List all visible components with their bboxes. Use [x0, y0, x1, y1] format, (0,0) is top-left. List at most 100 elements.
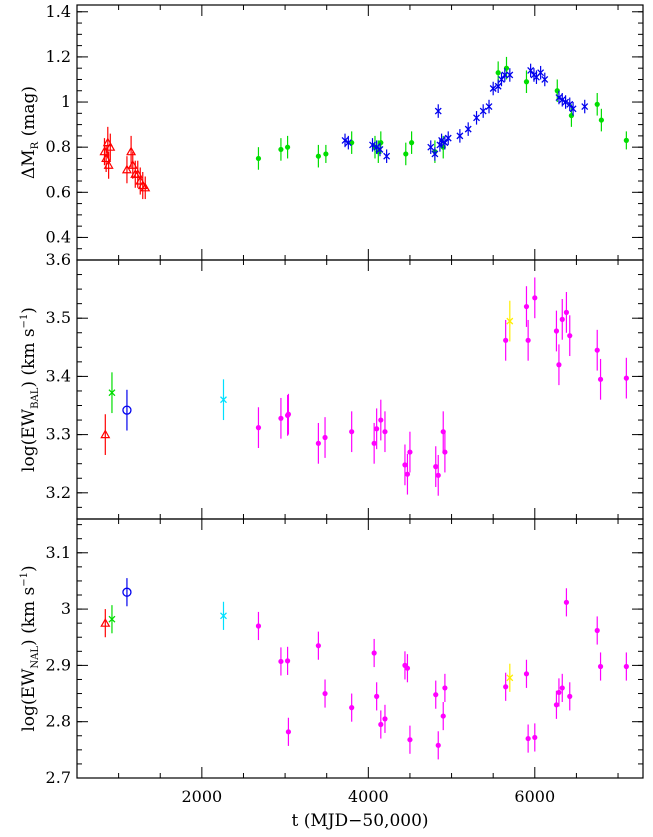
dot-marker: [255, 623, 262, 629]
y-axis-label: log(EWBAL) (km s−1): [19, 307, 41, 472]
cross-marker: [555, 94, 563, 101]
cross-marker: [506, 71, 514, 79]
dot-marker: [594, 627, 600, 634]
dot-marker: [598, 117, 604, 123]
series-blue-cross: [341, 63, 589, 163]
dot-marker: [315, 643, 321, 649]
cross-marker: [537, 69, 545, 77]
y-axis-label-end: ): [19, 307, 39, 314]
dot-marker: [315, 440, 321, 446]
data-point: [537, 65, 545, 80]
dot-marker: [503, 337, 509, 343]
dot-marker: [597, 376, 604, 382]
dot-marker: [567, 693, 573, 699]
y-tick-label: 2.7: [46, 768, 71, 787]
data-point: [473, 111, 480, 125]
triangle-marker: [100, 429, 111, 439]
y-tick-label: 0.6: [46, 182, 71, 201]
cross-marker: [434, 107, 442, 115]
y-tick-label: 3.5: [46, 308, 71, 327]
data-point: [434, 104, 442, 118]
dot-marker: [382, 716, 388, 722]
data-point: [378, 710, 384, 739]
y-tick-label: 3.1: [46, 543, 71, 562]
triangle-marker: [103, 160, 114, 169]
data-point: [581, 99, 589, 114]
data-point: [431, 147, 439, 161]
data-point: [404, 453, 411, 495]
data-point: [284, 135, 291, 159]
dot-marker: [556, 362, 562, 368]
series-green-cross: [108, 372, 116, 414]
data-point: [349, 693, 355, 722]
cross-marker: [506, 317, 514, 325]
dot-marker: [525, 735, 531, 742]
data-point: [444, 131, 452, 145]
panel-bal: 3.2 3.3 3.4 3.5 3.6 log(EWBAL) (km s−1): [19, 250, 644, 520]
data-point: [498, 72, 505, 87]
data-point: [100, 414, 111, 455]
dot-marker: [255, 425, 262, 431]
series-yellow-cross: [506, 663, 514, 692]
dot-marker: [563, 599, 570, 605]
data-point: [122, 389, 132, 431]
y-tick-label: 3.2: [46, 483, 71, 502]
data-point: [409, 131, 415, 154]
dot-marker: [322, 434, 328, 441]
dot-marker: [315, 153, 321, 159]
cross-marker: [376, 145, 384, 153]
data-point: [407, 725, 413, 754]
series-cyan-cross: [220, 379, 227, 421]
cross-marker: [220, 612, 227, 620]
cross-marker: [501, 71, 509, 79]
data-point: [523, 286, 530, 327]
y-axis-label-sup: −1: [19, 572, 30, 587]
dot-marker: [495, 70, 501, 76]
y-axis-label-tail: (mag): [19, 86, 39, 142]
data-point: [501, 68, 509, 82]
data-point: [441, 135, 449, 150]
data-point: [523, 70, 530, 94]
data-point: [433, 680, 439, 709]
data-point: [126, 135, 137, 168]
series-blue-circle: [122, 578, 132, 607]
data-point: [407, 431, 413, 473]
dot-marker: [597, 663, 604, 670]
data-point: [556, 678, 562, 707]
data-point: [322, 417, 328, 458]
cross-marker: [108, 615, 116, 623]
data-point: [382, 411, 388, 453]
y-tick-label: 0.4: [46, 227, 71, 246]
dot-marker: [378, 721, 384, 728]
triangle-marker: [121, 164, 132, 174]
series-magenta-dot: [255, 277, 629, 496]
dot-marker: [285, 729, 292, 735]
dot-marker: [553, 702, 560, 708]
data-point: [440, 701, 446, 731]
data-point: [485, 99, 493, 114]
dot-marker: [403, 151, 409, 157]
data-point: [278, 647, 284, 676]
data-point: [315, 144, 321, 168]
data-point: [541, 72, 549, 87]
data-point: [435, 454, 441, 496]
y-axis-label-tail: ) (km s: [19, 328, 39, 387]
data-point: [255, 147, 262, 170]
y-tick-label: 1.4: [46, 2, 71, 21]
dot-marker: [407, 737, 413, 743]
cross-marker: [444, 134, 452, 142]
data-point: [220, 379, 227, 421]
cross-marker: [464, 125, 472, 133]
dot-marker: [559, 685, 565, 691]
dot-marker: [525, 337, 531, 343]
data-point: [140, 176, 151, 200]
series-blue-circle: [122, 389, 132, 431]
cross-marker: [489, 85, 497, 92]
dot-marker: [435, 472, 441, 478]
dot-marker: [371, 440, 377, 446]
data-point: [374, 682, 380, 711]
y-tick-label: 3.4: [46, 366, 71, 385]
dot-marker: [440, 713, 446, 719]
